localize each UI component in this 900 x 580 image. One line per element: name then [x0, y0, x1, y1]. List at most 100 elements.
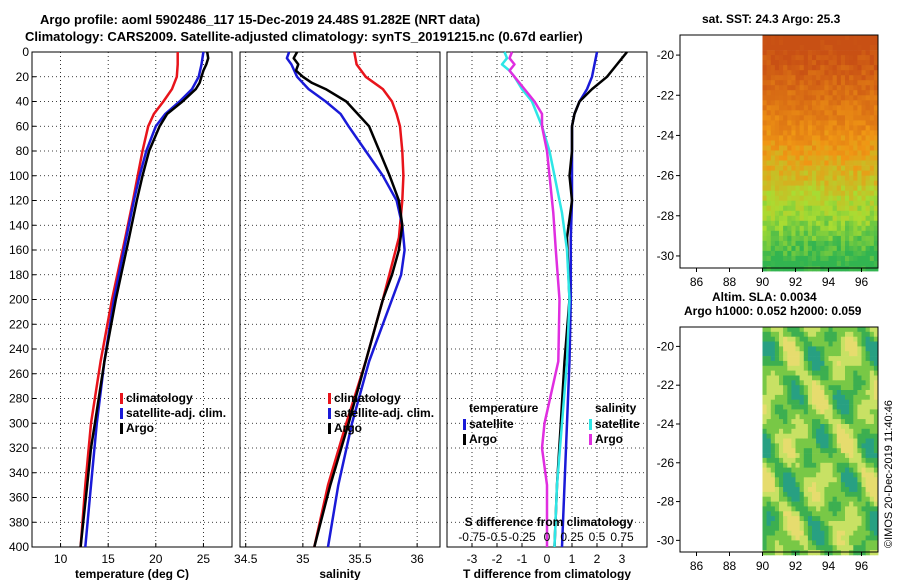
sst_map-cell: [807, 165, 813, 171]
sla_map-cell: [774, 385, 780, 391]
sla_map-cell: [770, 331, 776, 337]
sst_map-cell: [791, 35, 796, 41]
depth-tick-label: 360: [9, 491, 29, 505]
sla_map-cell: [861, 516, 866, 522]
sla_map-cell: [836, 501, 842, 507]
sla_map-cell: [873, 448, 879, 454]
sst_map-cell: [787, 60, 792, 66]
sla_map-cell: [774, 341, 780, 347]
sst_map-cell: [828, 180, 833, 186]
sst_map-cell: [849, 125, 854, 131]
sst_map-cell: [783, 45, 788, 51]
sla_map-cell: [853, 438, 858, 444]
sla_map-cell: [791, 491, 796, 498]
sst_map-cell: [795, 170, 800, 176]
sst_map-cell: [836, 65, 842, 71]
sla_map-cell: [853, 477, 858, 483]
sst_map-cell: [779, 190, 784, 197]
sla_map-cell: [791, 360, 796, 367]
sst_map-cell: [803, 60, 809, 66]
sst_map-cell: [853, 35, 858, 41]
sla_map-cell: [845, 525, 850, 531]
sla_map-cell: [762, 341, 767, 347]
sst_map-cell: [816, 95, 821, 101]
difference-xtick-label: -3: [467, 552, 478, 566]
sst_map-cell: [816, 220, 821, 227]
sst_map-cell: [816, 160, 821, 166]
sst_map-cell: [783, 150, 788, 156]
sla_map-cell: [783, 506, 788, 512]
sst_map-cell: [783, 85, 788, 91]
sla_map-cell: [770, 516, 776, 522]
sla_map-cell: [861, 414, 866, 420]
sla_map-cell: [845, 385, 850, 391]
sst_map-cell: [812, 255, 817, 262]
sst_map-cell: [816, 70, 821, 76]
sst_map-cell: [840, 230, 846, 237]
sst_map-cell: [795, 235, 800, 242]
sla_map-cell: [766, 540, 772, 546]
sla_map-cell: [861, 521, 866, 527]
sla_map-cell: [795, 467, 800, 473]
sla_map-cell: [812, 467, 817, 473]
sla_map-cell: [816, 501, 821, 507]
sst_map-cell: [873, 190, 879, 197]
sst_map-cell: [849, 261, 854, 267]
sla_map-cell: [803, 540, 809, 546]
sst_map-cell: [791, 165, 796, 171]
sla_map-cell: [807, 327, 813, 333]
sst_map-cell: [828, 90, 833, 96]
sst_map-cell: [787, 200, 792, 207]
sla_map-cell: [849, 472, 854, 478]
sst_map-cell: [816, 105, 821, 111]
sla_map-cell: [795, 346, 800, 352]
sst_map-cell: [873, 165, 879, 171]
sla_map-cell: [816, 448, 821, 454]
sla_map-cell: [816, 341, 821, 347]
sla_map-cell: [832, 521, 838, 527]
sla_map-cell: [865, 424, 871, 430]
sla_map-cell: [807, 506, 813, 512]
sst_map-xtick-label: 96: [855, 275, 869, 289]
sst_map-cell: [762, 100, 767, 106]
sst_map-cell: [774, 160, 780, 166]
sst_map-cell: [799, 105, 805, 111]
sla_map-cell: [787, 506, 792, 512]
sst_map-cell: [799, 230, 805, 237]
sst_map-cell: [824, 90, 829, 96]
sla_map-cell: [816, 535, 821, 541]
sla_map-cell: [812, 346, 817, 352]
depth-tick-label: 80: [16, 144, 30, 158]
sst_map-cell: [836, 225, 842, 232]
sst_map-cell: [770, 50, 776, 56]
sst_map-cell: [840, 125, 846, 131]
sst_map-cell: [766, 160, 772, 166]
sla_map-cell: [836, 346, 842, 352]
sla_map-cell: [816, 467, 821, 473]
sst_map-cell: [779, 220, 784, 227]
sst_map-cell: [853, 245, 858, 252]
sla_map-cell: [824, 336, 829, 342]
sla_map-cell: [857, 496, 862, 502]
sla_map-cell: [799, 428, 805, 434]
temperature-legend-label: satellite-adj. clim.: [126, 406, 226, 420]
sla_map-cell: [869, 365, 875, 371]
sst_map-cell: [770, 145, 776, 151]
sla_map-cell: [832, 356, 838, 362]
sla_map-cell: [812, 477, 817, 483]
sla_map-cell: [812, 448, 817, 454]
sst_map-cell: [820, 130, 825, 136]
sst_map-cell: [861, 35, 866, 41]
sla_map-cell: [816, 457, 821, 464]
sst_map-cell: [791, 75, 796, 81]
figure-title-line2: Climatology: CARS2009. Satellite-adjuste…: [25, 29, 583, 44]
sla_map-cell: [820, 428, 825, 434]
sst_map-cell: [828, 110, 833, 116]
sla_map-cell: [849, 457, 854, 464]
sst_map-cell: [770, 195, 776, 202]
sla_map-xtick-label: 96: [855, 559, 869, 573]
sst_map-cell: [832, 80, 838, 86]
sla_map-cell: [766, 327, 772, 333]
sst_map-cell: [766, 75, 772, 81]
sst_map-cell: [845, 180, 850, 186]
